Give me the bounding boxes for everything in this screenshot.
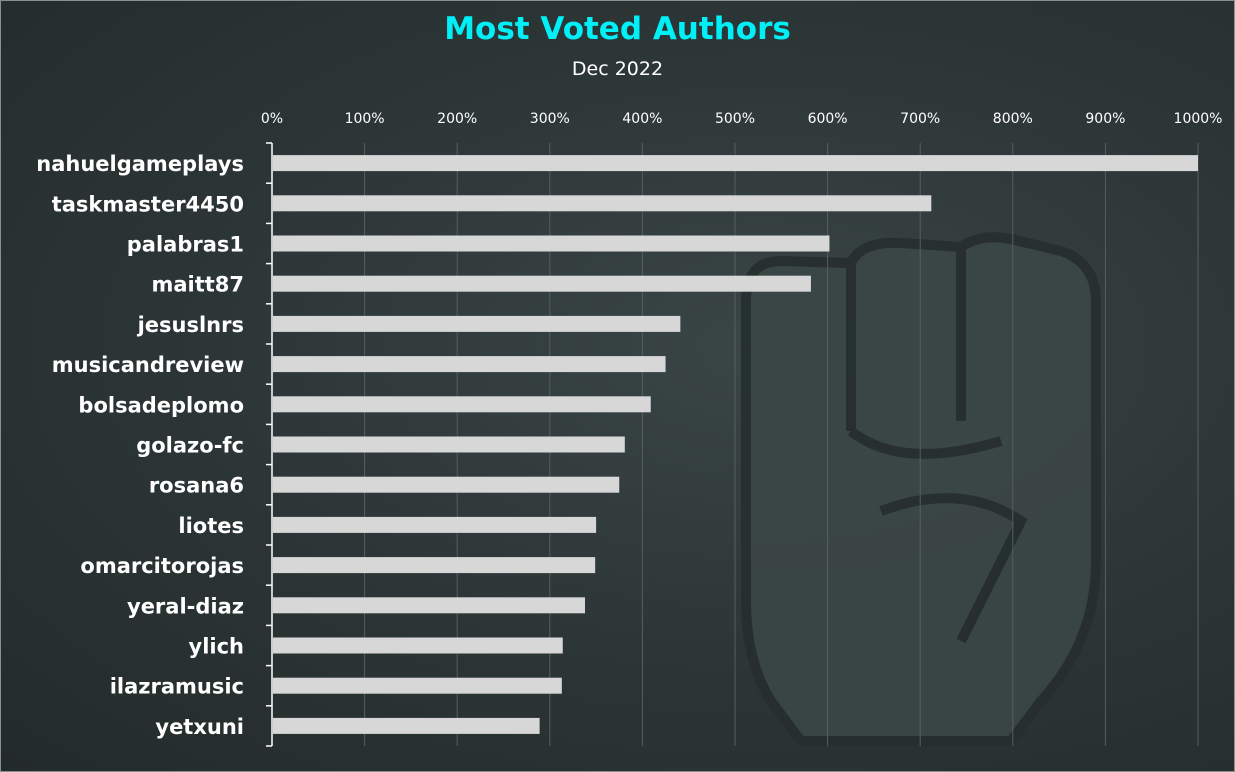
x-tick-label: 800% — [993, 111, 1033, 127]
bar — [273, 315, 681, 332]
bar — [273, 637, 563, 654]
x-tick-label: 700% — [900, 111, 940, 127]
category-label: jesuslnrs — [137, 313, 244, 337]
bar — [273, 436, 625, 453]
bar — [273, 155, 1198, 172]
bar — [273, 597, 585, 614]
category-label: yetxuni — [155, 715, 244, 739]
category-label: nahuelgameplays — [36, 152, 244, 176]
category-label: yeral-diaz — [127, 594, 244, 618]
x-tick-label: 100% — [345, 111, 385, 127]
x-tick-label: 900% — [1085, 111, 1125, 127]
x-tick-label: 0% — [261, 111, 283, 127]
chart-title: Most Voted Authors — [444, 11, 791, 47]
bar — [273, 235, 830, 252]
category-label: rosana6 — [149, 474, 244, 498]
category-label: ilazramusic — [110, 675, 244, 699]
category-label: musicandreview — [52, 353, 244, 377]
x-tick-label: 600% — [808, 111, 848, 127]
category-label: liotes — [178, 514, 244, 538]
category-label: palabras1 — [127, 233, 244, 257]
bar — [273, 275, 811, 292]
bar — [273, 516, 597, 533]
category-label: ylich — [189, 635, 244, 659]
bars — [273, 155, 1198, 734]
bar — [273, 717, 540, 734]
category-label: golazo-fc — [136, 434, 244, 458]
bar — [273, 476, 620, 493]
x-tick-label: 300% — [530, 111, 570, 127]
raised-fist-icon — [741, 232, 1101, 746]
x-tick-label: 400% — [622, 111, 662, 127]
bar — [273, 677, 562, 694]
x-tick-label: 1000% — [1174, 111, 1223, 127]
x-tick-label: 200% — [437, 111, 477, 127]
bar — [273, 356, 666, 373]
category-label: maitt87 — [151, 273, 244, 297]
x-tick-label: 500% — [715, 111, 755, 127]
chart-subtitle: Dec 2022 — [571, 58, 664, 80]
x-axis-ticks: 0% 100% 200% 300% 400% 500% 600% 700% 800% 900% 10… — [261, 111, 1223, 127]
category-label: taskmaster4450 — [52, 192, 244, 216]
category-label: omarcitorojas — [80, 554, 244, 578]
bar — [273, 557, 596, 574]
bar — [273, 195, 932, 212]
category-label: bolsadeplomo — [78, 393, 244, 417]
category-labels: nahuelgameplays taskmaster4450 palabras1 ma… — [36, 142, 272, 747]
bar — [273, 396, 651, 413]
